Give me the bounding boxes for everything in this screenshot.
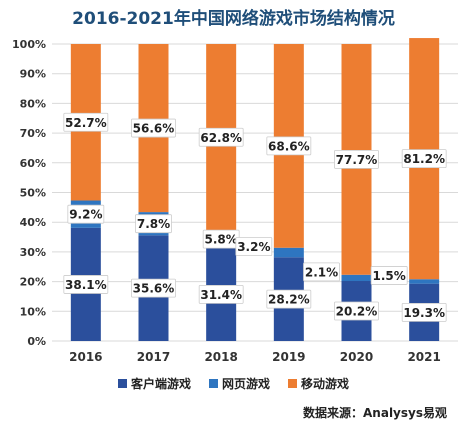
x-tick-label: 2016 <box>69 350 102 364</box>
data-label-box <box>67 204 105 224</box>
legend-label-web: 网页游戏 <box>221 377 270 391</box>
y-tick-label: 10% <box>20 305 46 318</box>
data-label-box <box>63 112 109 132</box>
x-tick-label: 2019 <box>272 350 305 364</box>
data-label-box <box>370 266 408 285</box>
data-label: 62.8% <box>200 131 242 145</box>
legend-swatch-web <box>208 379 218 388</box>
bar-segment <box>409 279 440 284</box>
legend-item-mobile: 移动游戏 <box>288 375 349 392</box>
data-label: 9.2% <box>69 208 102 222</box>
y-tick-label: 80% <box>20 97 46 110</box>
data-label-box <box>266 136 312 156</box>
data-label: 3.2% <box>237 240 270 254</box>
data-label: 28.2% <box>268 293 310 307</box>
data-label: 68.6% <box>268 139 310 153</box>
data-label-box <box>235 237 273 256</box>
legend-item-client: 客户端游戏 <box>117 375 191 392</box>
data-label: 77.7% <box>336 153 378 167</box>
data-label: 38.1% <box>65 278 107 292</box>
x-tick-label: 2018 <box>204 350 237 364</box>
data-label-box <box>198 127 244 147</box>
data-label: 5.8% <box>205 233 238 247</box>
data-label: 1.5% <box>373 269 406 283</box>
chart-title: 2016-2021年中国网络游戏市场结构情况 <box>72 9 395 29</box>
data-label: 81.2% <box>403 152 445 166</box>
source-note: 数据来源：Analysys易观 <box>303 406 447 420</box>
data-label: 31.4% <box>200 288 242 302</box>
chart-legend: 客户端游戏 网页游戏 移动游戏 <box>0 375 467 392</box>
data-label: 52.7% <box>65 116 107 130</box>
data-label: 2.1% <box>305 265 338 279</box>
data-label-box <box>131 278 176 298</box>
legend-item-web: 网页游戏 <box>208 375 270 392</box>
data-label-box <box>266 289 312 309</box>
data-label-box <box>401 302 447 322</box>
legend-label-client: 客户端游戏 <box>130 377 191 391</box>
data-label: 20.2% <box>336 305 378 319</box>
y-tick-label: 30% <box>20 246 46 259</box>
data-label-box <box>334 149 379 169</box>
data-label-box <box>401 149 447 169</box>
x-tick-label: 2017 <box>137 350 170 364</box>
data-label: 7.8% <box>137 217 170 231</box>
x-tick-label: 2020 <box>340 350 373 364</box>
y-tick-label: 90% <box>20 68 46 81</box>
data-label-box <box>303 262 340 282</box>
data-label: 56.6% <box>133 122 175 136</box>
legend-swatch-client <box>117 379 127 388</box>
data-label: 35.6% <box>133 282 175 296</box>
legend-label-mobile: 移动游戏 <box>301 377 350 391</box>
y-tick-label: 60% <box>20 157 46 170</box>
bar-segment <box>341 274 372 282</box>
y-tick-label: 70% <box>20 127 46 140</box>
data-label: 19.3% <box>403 306 445 320</box>
y-tick-label: 40% <box>20 216 46 229</box>
y-tick-label: 20% <box>20 276 46 289</box>
bar-segment <box>273 247 304 258</box>
data-label-box <box>135 214 172 234</box>
y-tick-label: 100% <box>12 38 46 51</box>
data-label-box <box>63 275 109 294</box>
data-label-box <box>198 284 244 304</box>
y-tick-label: 0% <box>27 335 46 348</box>
data-label-box <box>334 301 379 321</box>
data-label-box <box>131 118 176 138</box>
legend-swatch-mobile <box>288 379 297 388</box>
y-tick-label: 50% <box>20 187 46 200</box>
x-tick-label: 2021 <box>407 350 440 364</box>
